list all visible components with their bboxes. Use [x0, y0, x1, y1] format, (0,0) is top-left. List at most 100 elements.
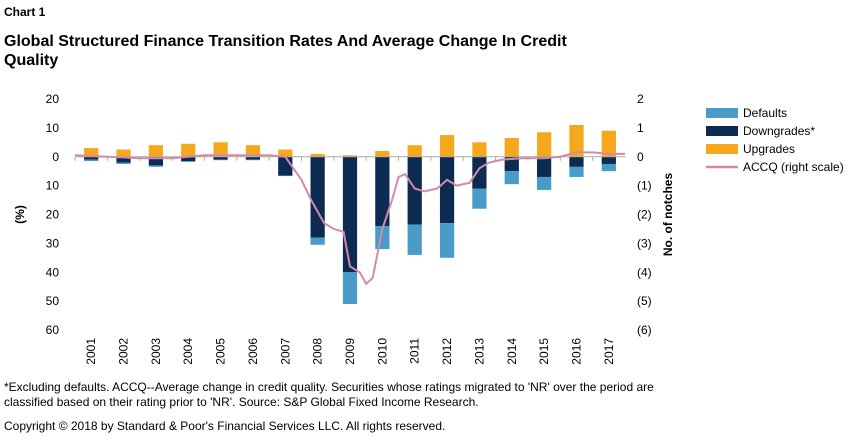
x-tick-label: 2007	[278, 338, 292, 365]
y-tick-label: 20	[46, 208, 60, 222]
y-tick-label: 10	[46, 121, 60, 135]
legend-swatch	[706, 126, 738, 136]
y-axis-title: (%)	[13, 205, 27, 224]
bar	[310, 237, 325, 245]
bar	[504, 137, 519, 157]
chart-title: Global Structured Finance Transition Rat…	[4, 33, 567, 69]
bar	[439, 156, 455, 224]
bar	[116, 162, 131, 164]
bar	[407, 145, 422, 157]
x-tick-label: 2014	[505, 338, 519, 365]
chart-label: Chart 1	[4, 5, 46, 19]
bar	[148, 156, 163, 166]
bar	[181, 161, 196, 162]
x-tick-label: 2004	[181, 338, 195, 365]
bar	[116, 156, 131, 163]
legend-swatch	[706, 144, 738, 154]
x-tick-label: 2011	[408, 338, 422, 364]
bar	[245, 156, 261, 160]
y2-tick-label: (4)	[637, 265, 652, 279]
bar	[601, 130, 616, 157]
bar	[181, 156, 196, 162]
y-tick-label: 50	[46, 294, 60, 308]
x-tick-label: 2012	[440, 338, 454, 365]
x-tick-label: 2015	[537, 338, 551, 365]
bar	[342, 272, 358, 305]
bar	[245, 159, 261, 161]
x-tick-label: 2001	[84, 338, 98, 365]
y-tick-label: 30	[46, 236, 60, 250]
bar	[278, 156, 293, 176]
bar	[601, 163, 616, 172]
bar	[245, 145, 261, 157]
plot	[84, 124, 616, 305]
x-tick-label: 2003	[149, 338, 163, 365]
legend-label: ACCQ (right scale)	[743, 160, 844, 174]
bar	[375, 150, 390, 157]
bar	[537, 156, 552, 177]
y-tick-label: 20	[46, 92, 60, 106]
bar	[278, 149, 293, 157]
y-tick-label: 60	[46, 323, 60, 337]
y2-tick-label: 0	[637, 150, 644, 164]
bar	[84, 148, 99, 157]
bar	[569, 166, 584, 177]
legend-label: Upgrades	[743, 142, 795, 156]
y2-tick-label: (1)	[637, 179, 652, 193]
bar	[504, 156, 519, 172]
bar	[537, 176, 552, 190]
x-tick-label: 2006	[246, 338, 260, 365]
x-tick-label: 2010	[375, 338, 389, 365]
y2-tick-label: 2	[637, 92, 644, 106]
bar	[342, 155, 358, 157]
copyright: Copyright © 2018 by Standard & Poor's Fi…	[4, 419, 446, 433]
bar	[148, 165, 163, 167]
y2-tick-label: 1	[637, 121, 644, 135]
y2-tick-label: (6)	[637, 323, 652, 337]
bar	[504, 171, 519, 185]
bar	[181, 143, 196, 157]
bar	[407, 156, 422, 225]
bar	[569, 124, 584, 157]
y2-axis-title: No. of notches	[661, 173, 675, 257]
legend-label: Defaults	[743, 106, 787, 120]
bar	[342, 156, 358, 273]
bar	[537, 132, 552, 157]
bar	[84, 156, 99, 160]
bar	[601, 156, 616, 164]
legend-label: Downgrades*	[743, 124, 815, 138]
legend-swatch	[706, 108, 738, 118]
bar	[310, 156, 325, 238]
bar	[375, 156, 390, 227]
bar	[116, 149, 131, 157]
y-tick-label: 10	[46, 179, 60, 193]
bar	[407, 224, 422, 255]
line	[74, 151, 625, 286]
bar	[213, 156, 228, 160]
bar	[472, 188, 487, 209]
bar	[278, 175, 293, 177]
bar	[310, 153, 325, 157]
bar	[213, 159, 228, 161]
x-tick-label: 2009	[343, 338, 357, 365]
x-tick-label: 2002	[117, 338, 131, 365]
bar	[439, 223, 455, 258]
bar	[472, 142, 487, 157]
y-tick-label: 40	[46, 265, 60, 279]
bar	[84, 159, 99, 162]
bar	[472, 156, 487, 189]
x-tick-label: 2016	[569, 338, 583, 365]
x-tick-label: 2017	[602, 338, 616, 365]
y2-tick-label: (5)	[637, 294, 652, 308]
bar	[569, 156, 584, 167]
x-tick-label: 2005	[214, 338, 228, 365]
y2-tick-label: (2)	[637, 208, 652, 222]
footnote: *Excluding defaults. ACCQ--Average chang…	[4, 380, 654, 409]
bar	[439, 135, 455, 157]
y2-tick-label: (3)	[637, 236, 652, 250]
bar	[148, 145, 163, 157]
bar	[213, 142, 228, 157]
x-tick-label: 2013	[472, 338, 486, 365]
y-tick-label: 0	[52, 150, 59, 164]
